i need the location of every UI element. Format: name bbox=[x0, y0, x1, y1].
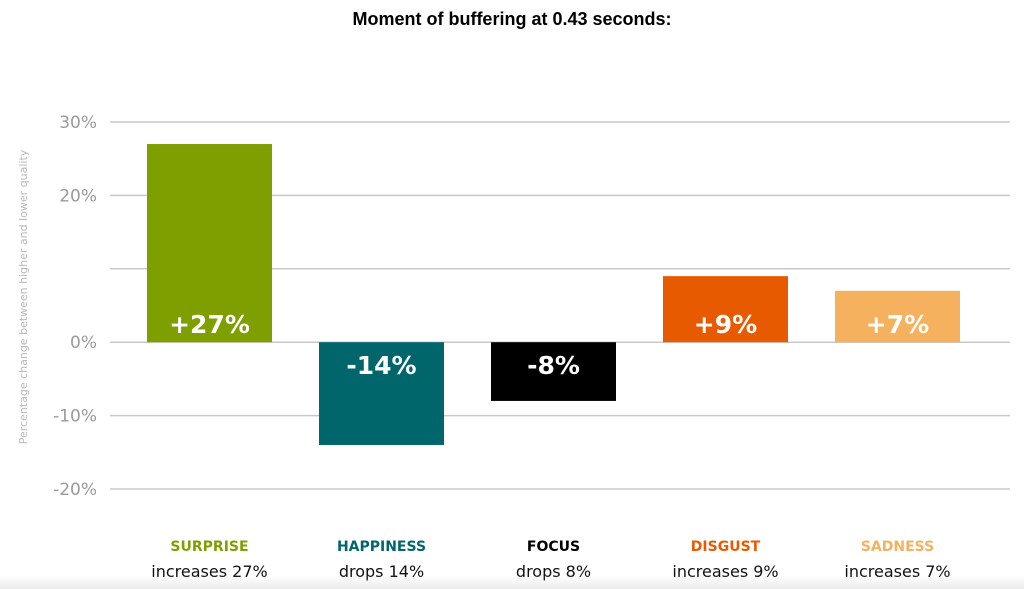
category-description: drops 14% bbox=[339, 562, 424, 581]
category-label: SURPRISE bbox=[170, 539, 248, 555]
category-description: increases 7% bbox=[844, 562, 950, 581]
category-label: HAPPINESS bbox=[337, 539, 426, 555]
category-label: FOCUS bbox=[527, 539, 580, 555]
bar bbox=[835, 290, 960, 343]
y-tick-label: -10% bbox=[53, 407, 97, 427]
bar-layer bbox=[147, 144, 960, 445]
bottom-fade bbox=[0, 575, 1024, 589]
y-tick-label: 30% bbox=[59, 113, 97, 133]
y-tick-label: -20% bbox=[53, 480, 97, 500]
bar-data-label: -8% bbox=[527, 351, 580, 380]
bar-data-label: -14% bbox=[346, 351, 416, 380]
bar-data-label: +7% bbox=[866, 310, 929, 339]
bar bbox=[663, 276, 788, 343]
axis-title-layer: Percentage change between higher and low… bbox=[17, 149, 30, 444]
category-label: SADNESS bbox=[861, 539, 934, 555]
bar-data-label: +27% bbox=[169, 310, 250, 339]
category-description: increases 27% bbox=[151, 562, 267, 581]
chart-title: Moment of buffering at 0.43 seconds: bbox=[352, 9, 672, 29]
bar bbox=[147, 144, 272, 343]
label-layer: +27% SURPRISE increases 27% -14% HAPPINESS dr… bbox=[151, 310, 950, 581]
category-label: DISGUST bbox=[691, 539, 761, 555]
bar-data-label: +9% bbox=[694, 310, 757, 339]
y-axis-title: Percentage change between higher and low… bbox=[17, 149, 30, 444]
category-description: drops 8% bbox=[516, 562, 591, 581]
category-description: increases 9% bbox=[672, 562, 778, 581]
y-tick-label: 20% bbox=[59, 186, 97, 206]
bar bbox=[319, 342, 444, 445]
y-tick-label: 0% bbox=[70, 333, 97, 353]
bar bbox=[491, 342, 616, 401]
